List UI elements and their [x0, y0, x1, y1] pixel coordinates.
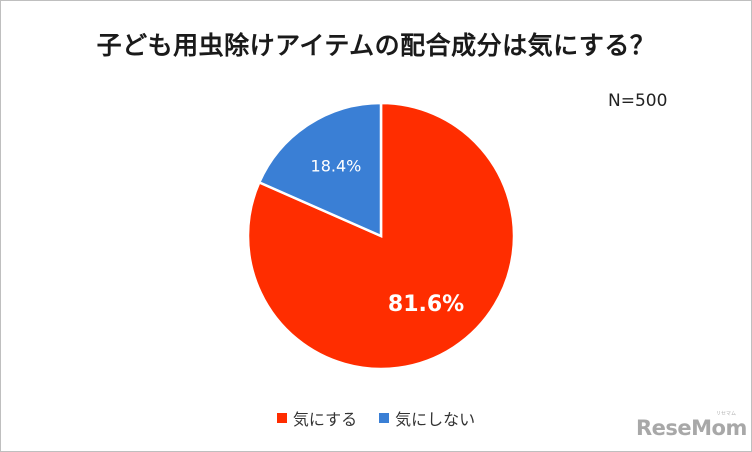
legend-swatch-not-care [379, 413, 390, 423]
legend-item-not-care: 気にしない [379, 406, 475, 430]
resemom-logo: ReseMom [636, 416, 747, 440]
legend-label-care: 気にする [292, 410, 358, 429]
legend: 気にする 気にしない [0, 406, 752, 430]
resemom-logo-sub: リセマム [716, 411, 737, 417]
legend-label-not-care: 気にしない [395, 410, 476, 429]
data-label-not-care: 18.4% [311, 156, 362, 175]
chart-title: 子ども用虫除けアイテムの配合成分は気にする？ [96, 31, 656, 60]
legend-item-care: 気にする [276, 406, 358, 430]
data-label-care: 81.6% [388, 292, 464, 317]
pie-slice-not-care [257, 101, 383, 238]
legend-swatch-care [276, 413, 287, 423]
sample-size-note: N=500 [608, 91, 668, 111]
